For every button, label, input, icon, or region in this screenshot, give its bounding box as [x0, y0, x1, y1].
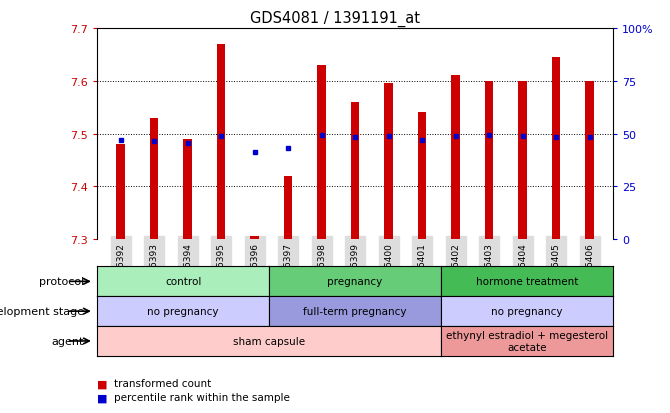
Text: sham capsule: sham capsule	[233, 336, 305, 346]
Text: ■: ■	[97, 378, 108, 388]
Text: GDS4081 / 1391191_at: GDS4081 / 1391191_at	[250, 10, 420, 26]
Text: agent: agent	[52, 336, 84, 346]
Bar	[284, 176, 292, 240]
Bar	[552, 58, 560, 240]
Text: hormone treatment: hormone treatment	[476, 277, 578, 287]
Bar	[251, 237, 259, 240]
Bar	[117, 145, 125, 240]
Bar	[452, 76, 460, 240]
Bar	[519, 81, 527, 240]
Bar	[150, 119, 158, 240]
Text: no pregnancy: no pregnancy	[491, 306, 563, 316]
Text: ■: ■	[97, 392, 108, 402]
Bar	[184, 140, 192, 240]
Text: development stage: development stage	[0, 306, 84, 316]
Bar	[351, 102, 359, 240]
Text: no pregnancy: no pregnancy	[147, 306, 219, 316]
Text: full-term pregnancy: full-term pregnancy	[304, 306, 407, 316]
Bar	[385, 84, 393, 240]
Text: pregnancy: pregnancy	[328, 277, 383, 287]
Bar	[318, 66, 326, 240]
Bar	[586, 81, 594, 240]
Text: control: control	[165, 277, 201, 287]
Text: ethynyl estradiol + megesterol
acetate: ethynyl estradiol + megesterol acetate	[446, 330, 608, 352]
Bar	[485, 81, 493, 240]
Bar	[418, 113, 426, 240]
Bar	[217, 45, 225, 240]
Text: percentile rank within the sample: percentile rank within the sample	[114, 392, 289, 402]
Text: protocol: protocol	[38, 277, 84, 287]
Text: transformed count: transformed count	[114, 378, 211, 388]
